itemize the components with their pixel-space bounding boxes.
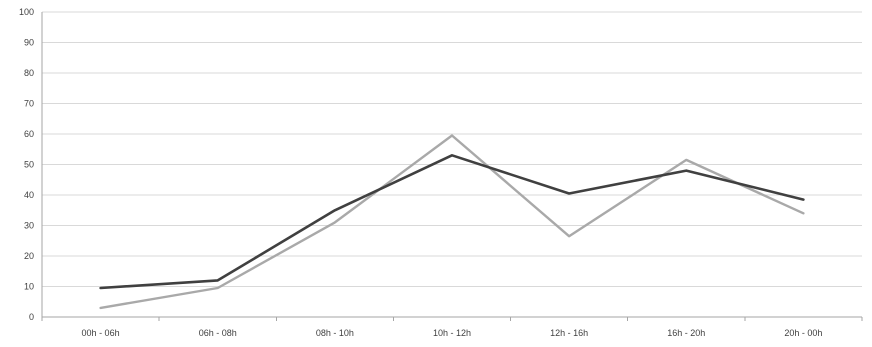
y-tick-label: 40 [24,190,34,200]
x-tick-label: 20h - 00h [784,328,822,338]
x-tick-label: 08h - 10h [316,328,354,338]
x-tick-label: 16h - 20h [667,328,705,338]
y-tick-label: 0 [29,312,34,322]
y-tick-label: 60 [24,129,34,139]
x-tick-label: 12h - 16h [550,328,588,338]
y-tick-label: 70 [24,99,34,109]
gridlines [42,11,862,287]
y-tick-labels: 0 10 20 30 40 50 60 70 80 90 100 [19,7,34,322]
axes [41,12,863,321]
x-tick-labels: 00h - 06h 06h - 08h 08h - 10h 10h - 12h 12h … [82,328,823,338]
y-tick-label: 50 [24,160,34,170]
y-tick-label: 30 [24,221,34,231]
series-line-1 [99,134,805,310]
y-tick-label: 90 [24,38,34,48]
y-tick-label: 20 [24,251,34,261]
y-tick-label: 80 [24,68,34,78]
series-lines [99,134,805,310]
x-tick-label: 00h - 06h [82,328,120,338]
y-tick-label: 10 [24,282,34,292]
series-line-2 [99,154,805,290]
y-tick-label: 100 [19,7,34,17]
x-tick-label: 10h - 12h [433,328,471,338]
x-tick-label: 06h - 08h [199,328,237,338]
